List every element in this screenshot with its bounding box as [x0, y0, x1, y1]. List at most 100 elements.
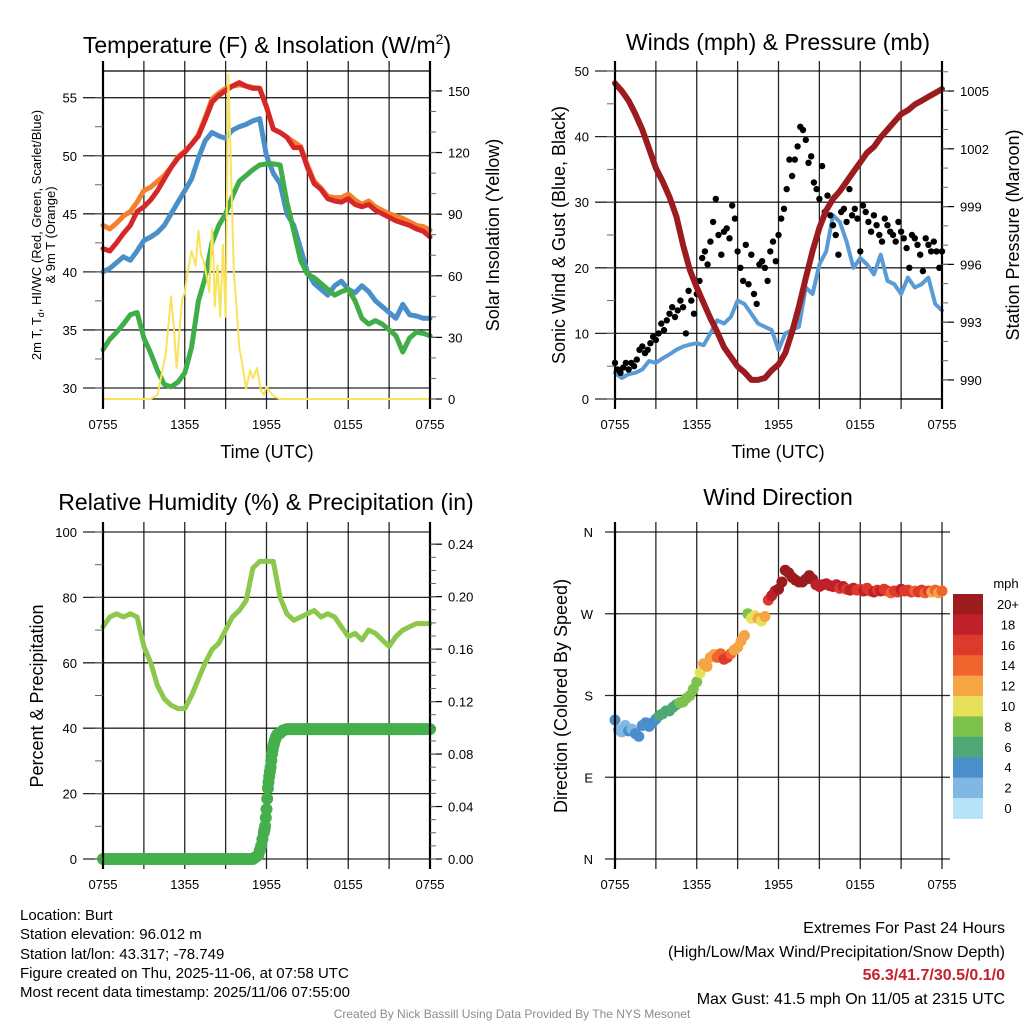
y-tick-label: 0 [582, 392, 589, 407]
series-hi-wc [100, 116, 433, 321]
y-right-tick-label: 1005 [960, 84, 989, 99]
humidity-panel: Relative Humidity (%) & Precipitation (i… [27, 489, 474, 892]
gust-point [895, 218, 902, 226]
colorbar-label: 0 [1004, 801, 1011, 816]
gust-point [843, 218, 850, 226]
gust-point [878, 238, 886, 245]
gust-point [840, 205, 848, 212]
winds-y-label: Sonic Wind & Gust (Blue, Black) [549, 106, 569, 364]
colorbar-swatch [953, 777, 983, 799]
station-latlon: Station lat/lon: 43.317; -78.749 [20, 945, 225, 963]
direction-tick-label: E [584, 770, 593, 785]
gust-point [726, 235, 733, 242]
gust-point [778, 215, 785, 222]
gust-point [630, 363, 638, 370]
colorbar-swatch [953, 696, 983, 717]
gust-point [925, 241, 932, 248]
temperature-x-label: Time (UTC) [220, 442, 313, 462]
winds-title: Winds (mph) & Pressure (mb) [626, 29, 930, 55]
series-2m-t [100, 80, 433, 254]
colorbar-label: 18 [1001, 617, 1015, 632]
y-right-tick-label: 0.24 [448, 537, 473, 552]
gust-point [799, 126, 807, 134]
gust-point [881, 215, 888, 222]
winds-x-ticks: 0755 1355 1955 0155 0755 [601, 417, 957, 432]
gust-point [769, 238, 777, 245]
colorbar-swatch [953, 675, 983, 697]
y-right-tick-label: 1002 [960, 142, 989, 157]
temperature-y-label-line1: 2m T, Td, HI/WC (Red, Green, Scarlet/Blu… [29, 110, 46, 360]
direction-point [701, 660, 713, 672]
humidity-title: Relative Humidity (%) & Precipitation (i… [58, 489, 473, 515]
y-tick-label: 20 [575, 261, 589, 276]
precip-point [261, 792, 274, 805]
gust-point [731, 215, 739, 222]
gust-point [780, 205, 788, 212]
gust-point [729, 202, 736, 209]
gust-point [906, 264, 913, 271]
gust-point [870, 212, 878, 219]
x-tick-label: 0755 [89, 417, 118, 432]
gust-point [622, 359, 630, 367]
colorbar-swatch [953, 757, 983, 779]
x-tick-label: 0155 [846, 417, 875, 432]
y-tick-label: 35 [63, 323, 77, 338]
winds-y-ticks-right: 990 993 996 999 1002 1005 [942, 71, 989, 388]
extremes-heading: Extremes For Past 24 Hours [803, 920, 1005, 937]
y-right-tick-label: 0.08 [448, 747, 473, 762]
gust-point [699, 254, 706, 262]
gust-point [810, 179, 818, 186]
series-relative-humidity [100, 558, 433, 712]
winds-panel: Winds (mph) & Pressure (mb) 0755 1355 1955… [549, 29, 1023, 462]
temperature-x-ticks: 0755 1355 1955 0155 0755 [89, 417, 445, 432]
y-tick-label: 60 [63, 656, 77, 671]
gust-point [718, 251, 725, 258]
precip-point [260, 803, 273, 816]
winds-y-ticks: 0 10 20 30 40 50 [575, 64, 615, 407]
y-tick-label: 80 [63, 590, 77, 605]
extremes-fields: (High/Low/Max Wind/Precipitation/Snow De… [667, 943, 1005, 961]
gust-point [813, 185, 820, 193]
gust-point [709, 218, 717, 226]
winds-plot [611, 80, 946, 383]
gust-point [911, 235, 918, 242]
gust-point [897, 228, 905, 235]
latest-data-timestamp: Most recent data timestamp: 2025/11/06 0… [20, 984, 350, 1002]
gust-point [788, 172, 796, 180]
colorbar-swatch [953, 716, 983, 738]
gust-point [734, 248, 741, 255]
station-location: Location: Burt [20, 907, 113, 924]
gust-point [677, 297, 684, 304]
gust-point [767, 248, 774, 255]
gust-point [715, 231, 722, 239]
gust-point [639, 343, 646, 350]
gust-point [889, 231, 897, 239]
gust-point [764, 277, 771, 285]
x-tick-label: 1355 [682, 877, 711, 892]
x-tick-label: 0155 [334, 417, 363, 432]
gust-point [827, 212, 834, 219]
gust-point [658, 320, 665, 327]
temperature-title: Temperature (F) & Insolation (W/m2) [83, 31, 451, 58]
colorbar-swatch [953, 634, 983, 656]
gust-point [794, 143, 801, 150]
humidity-plot [97, 558, 436, 865]
y-tick-label: 30 [63, 381, 77, 396]
winds-x-label: Time (UTC) [731, 442, 824, 462]
colorbar-label: 10 [1001, 699, 1015, 714]
x-tick-label: 1955 [252, 877, 281, 892]
gust-point [829, 222, 837, 229]
x-tick-label: 0755 [928, 417, 957, 432]
x-tick-label: 0155 [846, 877, 875, 892]
x-tick-label: 1355 [170, 877, 199, 892]
colorbar-swatch [953, 594, 983, 615]
gust-point [647, 340, 654, 347]
y-tick-label: 40 [575, 130, 589, 145]
direction-tick-label: S [584, 689, 593, 704]
gust-point [652, 336, 660, 344]
y-right-tick-label: 0.16 [448, 642, 473, 657]
temperature-y-ticks: 30 35 40 45 50 55 [63, 91, 103, 396]
gust-point [742, 241, 749, 248]
y-right-tick-label: 0 [448, 392, 455, 407]
